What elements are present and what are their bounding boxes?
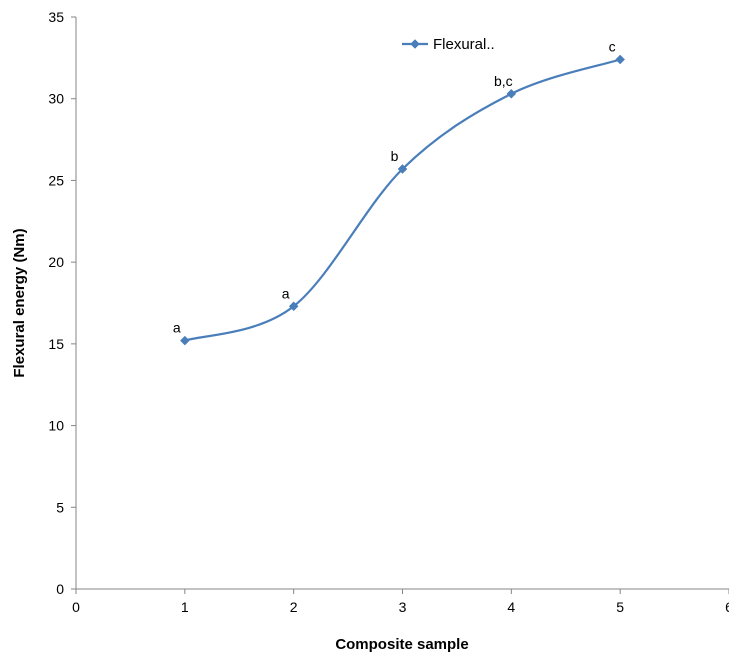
y-tick-label: 5 <box>56 499 64 515</box>
y-tick-label: 0 <box>56 581 64 597</box>
series-line <box>184 58 621 342</box>
x-tick-label: 4 <box>507 599 515 615</box>
data-point <box>397 164 408 174</box>
x-tick-label: 5 <box>616 599 624 615</box>
data-label: b,c <box>494 73 513 89</box>
data-label: c <box>609 38 616 54</box>
y-tick-label: 15 <box>48 336 64 352</box>
y-tick-label: 25 <box>48 172 64 188</box>
axes: 0 5 10 15 20 25 30 35 0 1 2 3 4 5 6 <box>48 9 729 615</box>
data-point <box>506 88 517 99</box>
x-tick-label: 1 <box>181 599 189 615</box>
data-point <box>179 335 190 346</box>
legend-label: Flexural.. <box>433 36 495 53</box>
data-point <box>288 301 299 312</box>
data-label: a <box>282 285 290 301</box>
y-axis-title: Flexural energy (Nm) <box>11 228 28 377</box>
data-point <box>615 54 626 65</box>
y-tick-label: 20 <box>48 254 64 270</box>
x-tick-label: 3 <box>399 599 407 615</box>
y-tick-label: 10 <box>48 418 64 434</box>
x-tick-label: 6 <box>725 599 729 615</box>
y-tick-label: 30 <box>48 91 64 107</box>
x-axis-title: Composite sample <box>335 636 468 653</box>
legend: Flexural.. <box>402 36 495 53</box>
series-layer: a a b b,c c <box>173 38 626 346</box>
data-label: b <box>391 148 399 164</box>
legend-marker <box>410 39 420 49</box>
x-tick-label: 0 <box>72 599 80 615</box>
x-tick-label: 2 <box>290 599 298 615</box>
y-tick-label: 35 <box>48 9 64 25</box>
data-label: a <box>173 320 181 336</box>
